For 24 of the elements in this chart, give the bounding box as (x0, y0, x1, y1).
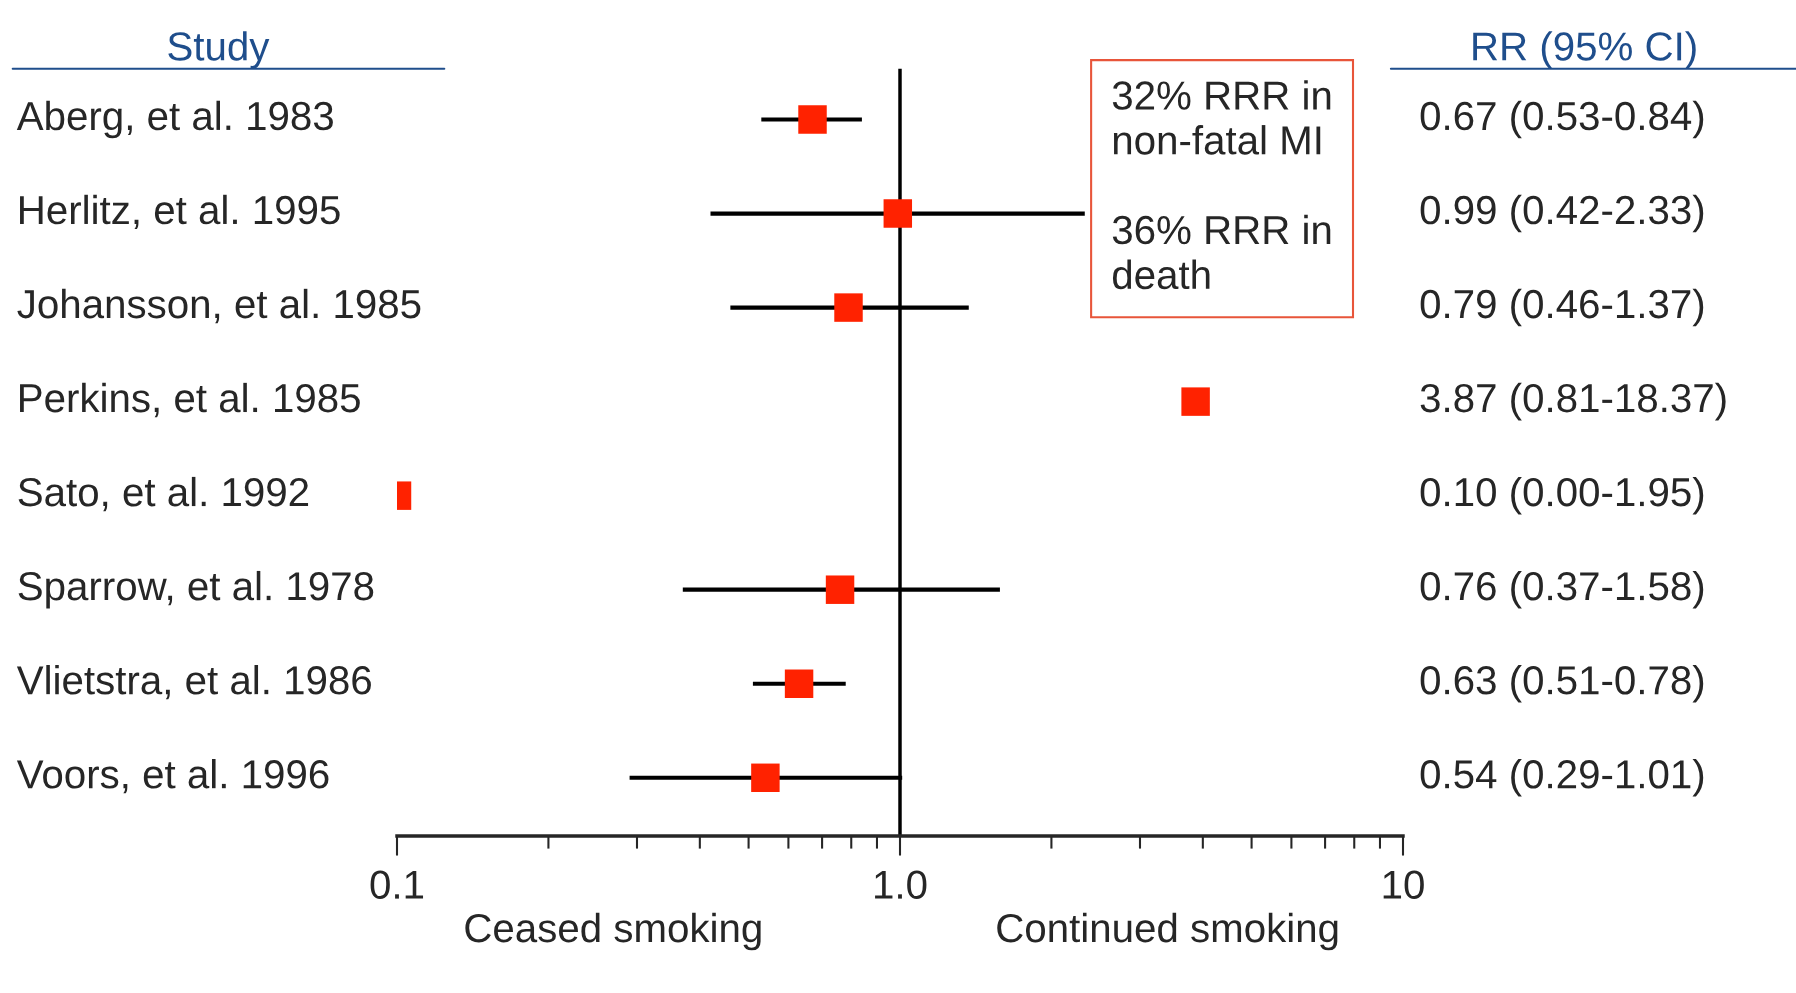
y-tick-label: Vlietstra, et al. 1986 (16, 664, 371, 700)
y-tick-label: Johansson, et al. 1985 (17, 288, 421, 324)
y-tick-label: Voors, et al. 1996 (16, 759, 329, 794)
y-tick-label: Sparrow, et al. 1978 (18, 570, 374, 609)
y-tick-label: Herlitz, et al. 1995 (20, 194, 340, 230)
x-tick-label: 10 (1383, 870, 1424, 900)
text: 0.79 (0.46-1.37) (1420, 288, 1704, 327)
text: 0.63 (0.51-0.78) (1420, 664, 1704, 703)
y-tick-label: Perkins, et al. 1985 (20, 382, 360, 418)
y2-axis-title: RR (95% CI) (1473, 31, 1696, 69)
y-tick-label: Sato, et al. 1992 (18, 476, 309, 512)
text: Continued smoking (997, 912, 1338, 951)
text: 0.10 (0.00-1.95) (1420, 476, 1704, 515)
x-tick-label: 0.1 (370, 870, 424, 900)
text: Ceased smoking (465, 912, 761, 951)
text: 32% RRR in non-fatal MI 36% RRR in death (1112, 80, 1331, 290)
text: 0.67 (0.53-0.84) (1420, 100, 1704, 139)
x-tick-label: 1.0 (875, 870, 927, 900)
text: 0.99 (0.42-2.33) (1420, 194, 1704, 233)
text: 3.87 (0.81-18.37) (1420, 382, 1726, 421)
text: 0.76 (0.37-1.58) (1420, 570, 1704, 609)
text: 0.54 (0.29-1.01) (1420, 759, 1704, 797)
y-axis-title: Study (168, 31, 270, 69)
y-tick-label: Aberg, et al. 1983 (16, 100, 333, 139)
